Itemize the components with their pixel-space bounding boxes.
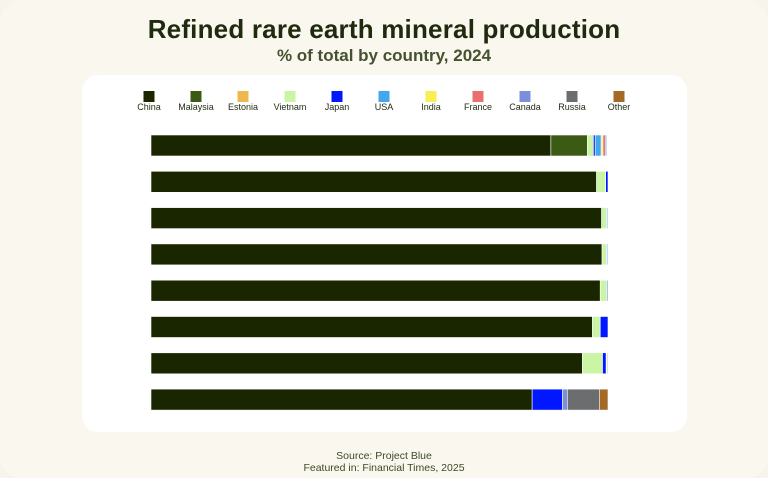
legend-swatch-other: [613, 91, 625, 102]
legend-swatch-usa: [378, 91, 390, 102]
legend-swatch-malaysia: [190, 91, 202, 102]
legend-label-vietnam: Vietnam: [274, 102, 307, 112]
stacked-bar-chart: China Malaysia Estonia Vietnam Japan USA India…: [137, 91, 630, 411]
legend-label-estonia: Estonia: [228, 102, 258, 112]
bar-segment-china-row-2: [150, 171, 597, 193]
legend-swatch-india: [425, 91, 437, 102]
featured-note: Featured in: Financial Times, 2025: [303, 462, 465, 474]
bar-segment-usa-row-4: [607, 243, 609, 266]
bar-segment-china-row-6: [150, 316, 593, 338]
legend-swatch-china: [143, 91, 155, 102]
bar-segment-vietnam-row-4: [601, 243, 607, 266]
legend-label-france: France: [464, 102, 492, 112]
bar-segment-china-row-5: [150, 279, 601, 302]
legend-label-india: India: [421, 102, 441, 112]
legend-label-canada: Canada: [509, 102, 541, 112]
legend-swatch-vietnam: [284, 91, 296, 102]
bar-segment-china-row-1: [150, 134, 552, 157]
legend-label-other: Other: [608, 102, 631, 112]
legend-swatch-estonia: [237, 91, 249, 102]
bars: [150, 134, 609, 411]
legend-swatch-france: [472, 91, 484, 102]
bar-segment-usa-row-1: [594, 134, 602, 157]
bar-segment-china-row-3: [150, 207, 602, 229]
bar-segment-malaysia-row-1: [550, 134, 588, 157]
bar-segment-vietnam-row-1: [587, 134, 594, 157]
bar-segment-japan-row-7: [602, 352, 607, 375]
chart-subtitle: % of total by country, 2024: [276, 46, 492, 65]
legend-label-russia: Russia: [558, 102, 586, 112]
legend-swatch-russia: [566, 91, 578, 102]
bar-segment-japan-row-5: [606, 279, 609, 302]
legend-label-japan: Japan: [325, 102, 350, 112]
bar-segment-usa-row-3: [607, 207, 609, 229]
legend-label-china: China: [137, 102, 161, 112]
bar-segment-other-row-8: [599, 388, 609, 411]
bar-segment-china-row-8: [150, 388, 533, 411]
legend-swatch-japan: [331, 91, 343, 102]
bar-segment-vietnam-row-5: [599, 279, 608, 302]
bar-segment-france-row-1: [602, 134, 606, 157]
bar-segment-russia-row-8: [567, 388, 600, 411]
legend-label-malaysia: Malaysia: [178, 102, 214, 112]
legend-label-usa: USA: [375, 102, 394, 112]
legend: China Malaysia Estonia Vietnam Japan USA India…: [137, 91, 630, 112]
bar-segment-vietnam-row-6: [592, 316, 601, 338]
bar-segment-canada-row-8: [561, 388, 568, 411]
bar-segment-china-row-7: [150, 352, 583, 375]
legend-swatch-canada: [519, 91, 531, 102]
source-note: Source: Project Blue: [336, 450, 432, 462]
bar-segment-japan-row-8: [531, 388, 563, 411]
bar-segment-vietnam-row-7: [582, 352, 603, 375]
chart-card: China Malaysia Estonia Vietnam Japan USA India…: [82, 75, 687, 432]
bar-segment-vietnam-row-3: [601, 207, 607, 229]
bar-segment-japan-row-2: [605, 171, 609, 193]
bar-segment-vietnam-row-2: [596, 171, 607, 193]
bar-segment-canada-row-1: [604, 134, 607, 157]
bar-segment-canada-row-7: [606, 352, 609, 375]
bar-segment-japan-row-6: [599, 316, 609, 338]
chart-title: Refined rare earth mineral production: [147, 14, 621, 44]
bar-segment-china-row-4: [150, 243, 603, 266]
